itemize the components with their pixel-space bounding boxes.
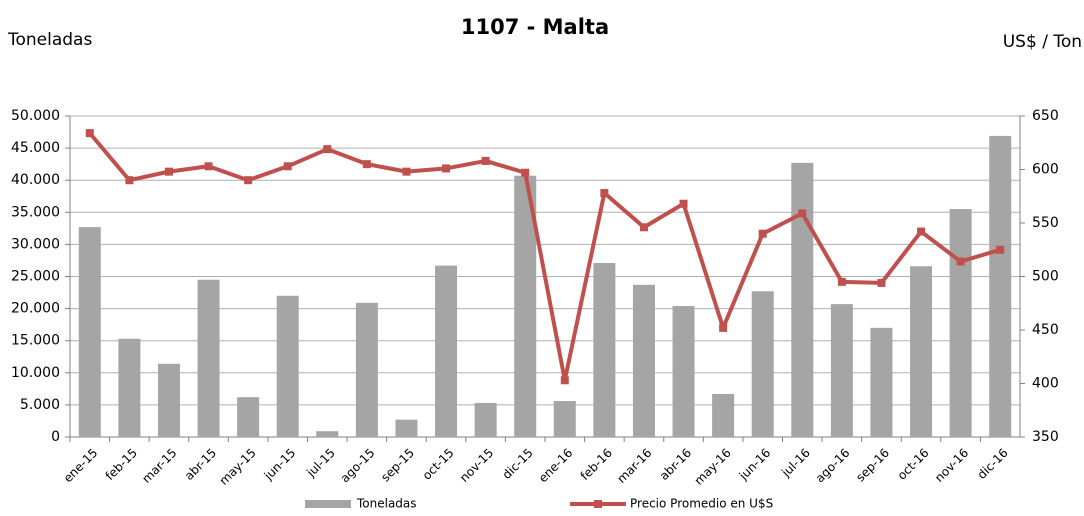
legend-swatch — [305, 500, 351, 508]
x-tick-label: ene-15 — [61, 446, 101, 486]
marker — [639, 223, 648, 232]
x-tick-label: abr-16 — [657, 446, 694, 483]
x-tick-label: ago-16 — [813, 446, 853, 486]
x-tick-label: oct-15 — [420, 446, 457, 483]
y-tick-label: 45.000 — [11, 140, 60, 156]
marker — [758, 229, 767, 238]
marker — [164, 167, 173, 176]
marker — [917, 227, 926, 236]
x-tick-label: dic-16 — [975, 446, 1011, 482]
y-tick-label: 40.000 — [11, 172, 60, 188]
marker — [362, 160, 371, 169]
marker — [521, 168, 530, 177]
y-tick-label: 30.000 — [11, 236, 60, 252]
x-tick-label: jul-16 — [778, 446, 813, 481]
y-tick-label: 25.000 — [11, 269, 60, 285]
legend-swatch — [594, 500, 602, 508]
marker — [442, 164, 451, 173]
y2-axis-label: US$ / Ton — [1003, 32, 1082, 52]
y-tick-label: 20.000 — [11, 301, 60, 317]
bar — [514, 175, 537, 437]
bar — [830, 304, 853, 437]
marker — [85, 129, 94, 138]
bar — [118, 338, 141, 437]
bar — [78, 227, 101, 437]
bar — [910, 266, 933, 437]
line — [88, 131, 1001, 383]
bar — [989, 135, 1012, 438]
marker — [481, 156, 490, 165]
chart-title: 1107 - Malta — [461, 15, 609, 39]
bar — [712, 393, 735, 437]
marker — [837, 277, 846, 286]
x-tick-label: may-16 — [692, 446, 734, 488]
bar — [553, 401, 576, 437]
bar — [197, 279, 220, 437]
bar — [237, 397, 260, 437]
marker — [719, 323, 728, 332]
legend-label: Precio Promedio en U$S — [630, 497, 773, 511]
x-tick-label: feb-16 — [578, 446, 615, 483]
y-tick-label: 50.000 — [11, 108, 60, 124]
y2-tick-label: 650 — [1032, 108, 1059, 124]
marker — [877, 278, 886, 287]
marker — [204, 162, 213, 171]
x-tick-label: oct-16 — [895, 446, 932, 483]
x-tick-label: mar-15 — [139, 446, 179, 486]
x-tick-label: sep-15 — [378, 446, 417, 485]
x-tick-label: jun-15 — [261, 446, 299, 484]
bar — [672, 306, 695, 437]
x-tick-label: nov-15 — [457, 446, 496, 485]
x-tick-label: ene-16 — [536, 446, 576, 486]
y-tick-label: 15.000 — [11, 333, 60, 349]
bar — [316, 431, 339, 437]
bar — [791, 162, 814, 437]
x-tick-label: jun-16 — [736, 446, 774, 484]
x-tick-label: nov-16 — [932, 446, 971, 485]
x-tick-label: mar-16 — [614, 446, 654, 486]
y-tick-label: 10.000 — [11, 365, 60, 381]
bar — [435, 265, 458, 437]
bar — [276, 295, 299, 437]
x-tick-label: ago-15 — [338, 446, 378, 486]
legend-label: Toneladas — [356, 497, 417, 511]
y-tick-label: 5.000 — [20, 397, 60, 413]
bar — [395, 419, 418, 437]
bar — [751, 291, 774, 437]
marker — [798, 209, 807, 218]
x-tick-label: may-15 — [217, 446, 259, 488]
bar — [157, 363, 180, 437]
bar — [474, 402, 497, 437]
y-tick-label: 0 — [51, 429, 60, 445]
y2-tick-label: 500 — [1032, 269, 1059, 285]
y2-tick-label: 350 — [1032, 429, 1059, 445]
marker — [244, 176, 253, 185]
y-axis-label: Toneladas — [7, 30, 92, 50]
bar — [949, 209, 972, 437]
bar — [593, 263, 616, 437]
x-tick-label: sep-16 — [853, 446, 892, 485]
marker — [125, 176, 134, 185]
marker — [600, 189, 609, 198]
x-tick-label: feb-15 — [103, 446, 140, 483]
bar — [632, 284, 655, 437]
y2-tick-label: 400 — [1032, 376, 1059, 392]
y2-tick-label: 600 — [1032, 162, 1059, 178]
y-tick-label: 35.000 — [11, 204, 60, 220]
x-tick-label: abr-15 — [182, 446, 219, 483]
marker — [679, 199, 688, 208]
marker — [283, 162, 292, 171]
marker — [956, 257, 965, 266]
marker — [996, 245, 1005, 254]
x-tick-label: dic-15 — [500, 446, 536, 482]
x-tick-label: jul-15 — [303, 446, 338, 481]
marker — [323, 145, 332, 154]
bar — [870, 327, 893, 437]
bar — [355, 302, 378, 437]
y2-tick-label: 450 — [1032, 322, 1059, 338]
marker — [402, 167, 411, 176]
y2-tick-label: 550 — [1032, 215, 1059, 231]
marker — [560, 376, 569, 385]
